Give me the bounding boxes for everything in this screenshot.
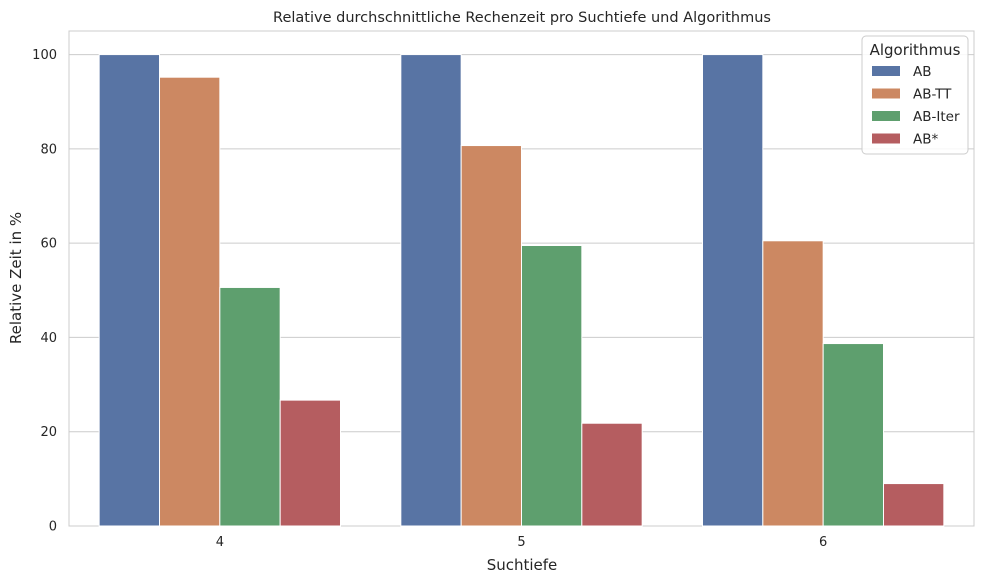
bar-ab-tt-6 xyxy=(762,240,824,527)
bar-ab-iter-5 xyxy=(521,245,583,527)
chart-title: Relative durchschnittliche Rechenzeit pr… xyxy=(273,10,771,26)
bar-ab-tt-4 xyxy=(159,76,221,527)
legend-swatch xyxy=(872,88,900,99)
legend-entry-label: AB* xyxy=(913,132,938,148)
y-tick-label: 0 xyxy=(49,520,57,535)
y-axis-ticks: 0 20 40 60 80 100 xyxy=(32,48,57,534)
legend-entry-label: AB-Iter xyxy=(913,109,960,125)
legend-swatch xyxy=(872,133,900,144)
x-tick-label: 4 xyxy=(216,535,224,550)
legend-frame xyxy=(861,35,969,155)
x-axis-label: Suchtiefe xyxy=(487,556,558,574)
bar-ab-6 xyxy=(702,54,764,527)
legend-entry-label: AB xyxy=(913,64,932,80)
bar-ab--5 xyxy=(581,422,643,527)
x-tick-label: 5 xyxy=(517,535,525,550)
y-tick-label: 80 xyxy=(40,142,57,157)
legend-swatch xyxy=(872,66,900,76)
bars xyxy=(98,54,945,527)
y-tick-label: 20 xyxy=(40,425,57,440)
bar-ab-tt-5 xyxy=(460,145,522,527)
y-tick-label: 60 xyxy=(40,237,57,252)
y-tick-label: 100 xyxy=(32,48,57,63)
bar-ab-iter-4 xyxy=(219,286,281,527)
legend: Algorithmus AB AB-TT AB-Iter AB* xyxy=(861,35,969,155)
legend-entry-label: AB-TT xyxy=(913,87,952,103)
bar-ab--4 xyxy=(279,399,341,527)
legend-swatch xyxy=(872,111,900,121)
x-axis-ticks: 4 5 6 xyxy=(216,535,828,550)
bar-ab-iter-6 xyxy=(822,343,885,527)
y-tick-label: 40 xyxy=(40,331,57,346)
bar-ab--6 xyxy=(883,483,945,527)
y-axis-label: Relative Zeit in % xyxy=(7,212,25,344)
x-tick-label: 6 xyxy=(819,535,827,550)
bar-ab-5 xyxy=(400,54,462,527)
bar-ab-4 xyxy=(98,54,160,527)
legend-title: Algorithmus xyxy=(870,41,961,59)
